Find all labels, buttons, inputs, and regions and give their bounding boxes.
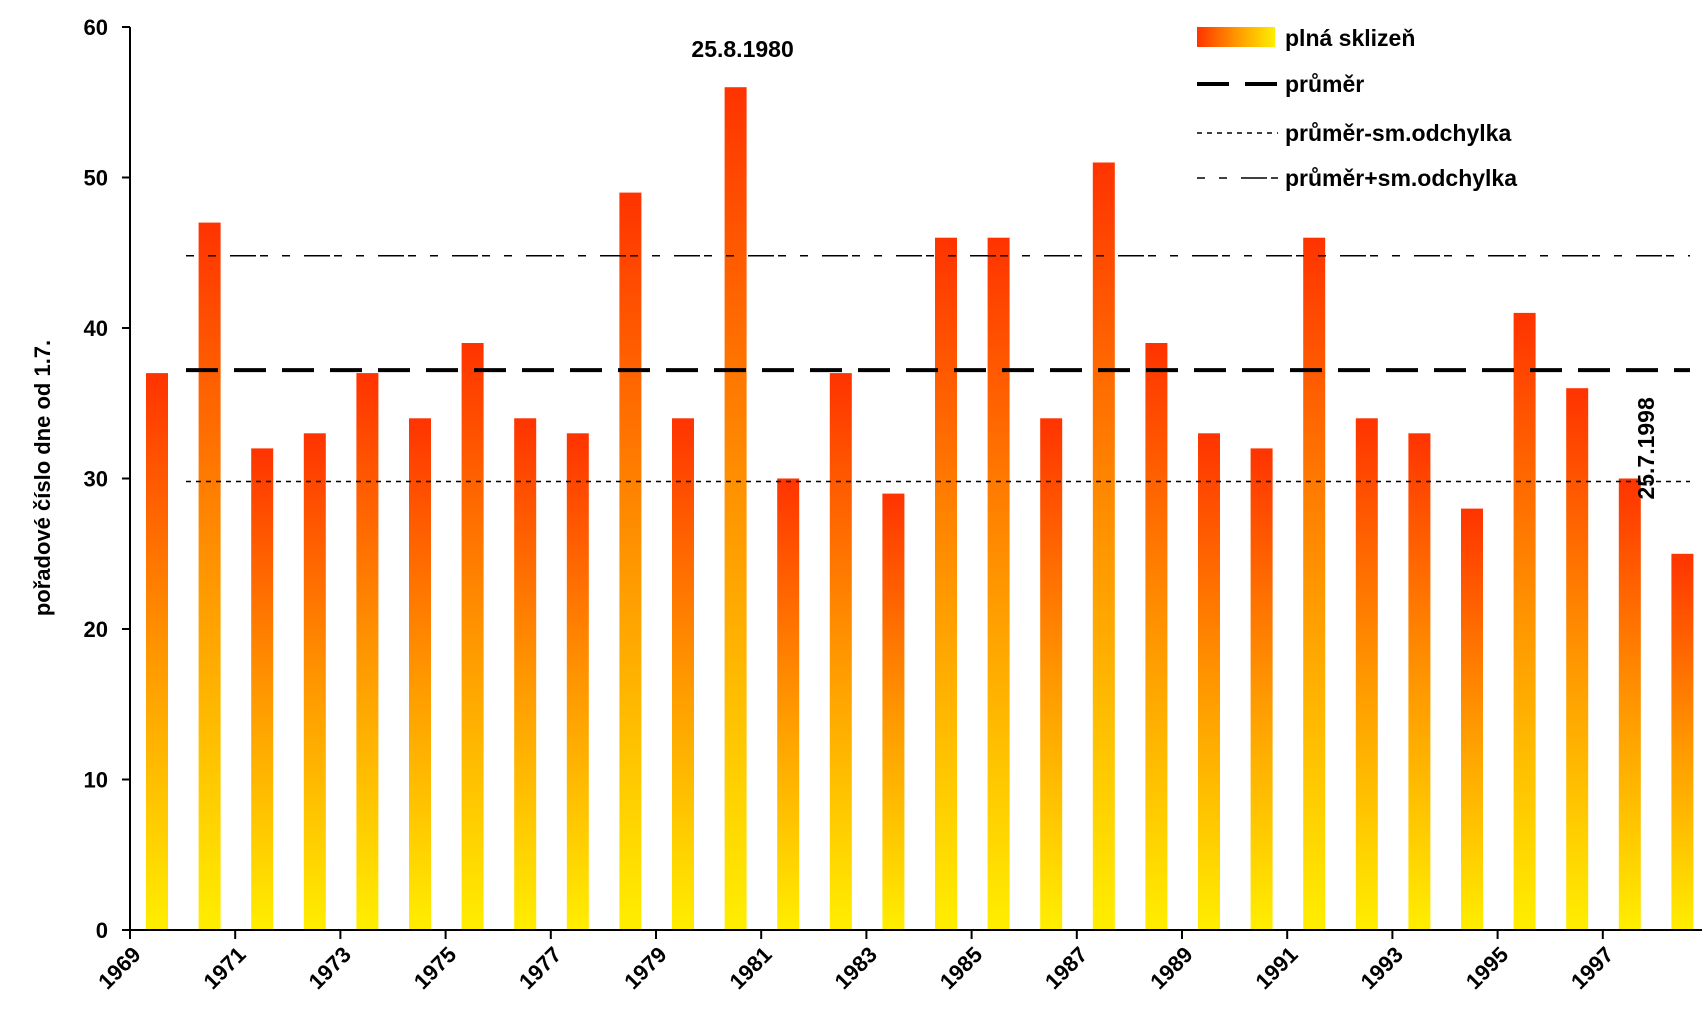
bar-1992 [1303, 237, 1326, 930]
bar-1976 [461, 343, 484, 930]
bar-1993 [1355, 418, 1378, 930]
bar-1989 [1145, 343, 1168, 930]
x-tick-label: 1977 [514, 942, 566, 994]
y-axis-title: pořadové číslo dne od 1.7. [30, 340, 55, 616]
bar-1990 [1198, 433, 1220, 930]
bar-1991 [1250, 448, 1273, 930]
y-tick-label: 0 [96, 918, 108, 943]
bar-1973 [303, 433, 326, 930]
x-tick-label: 1975 [409, 942, 461, 994]
bars [146, 87, 1694, 931]
x-tick-label: 1983 [830, 942, 882, 994]
y-tick-label: 60 [84, 15, 108, 40]
bar-1978 [566, 433, 589, 930]
y-tick-label: 30 [84, 467, 108, 492]
x-tick-label: 1993 [1356, 942, 1408, 994]
y-tick-label: 50 [84, 166, 108, 191]
bar-1997 [1566, 388, 1589, 930]
x-tick-label: 1981 [724, 942, 776, 994]
legend-label-mean-minus-sd: průměr-sm.odchylka [1285, 120, 1511, 146]
bar-1972 [251, 448, 274, 930]
x-tick-label: 1995 [1461, 942, 1513, 994]
bar-1996 [1513, 312, 1536, 930]
annotation-0: 25.8.1980 [691, 36, 793, 62]
annotations: 25.8.1980 25.7.1998 [691, 36, 1658, 499]
bar-undefined [1671, 553, 1694, 931]
annotation-1: 25.7.1998 [1633, 397, 1659, 500]
bar-1987 [1040, 418, 1063, 930]
bar-1988 [1092, 162, 1115, 930]
bar-1984 [882, 493, 905, 930]
bar-1981 [724, 87, 747, 930]
y-ticks: 0 10 20 30 40 50 60 [84, 15, 130, 943]
bar-1995 [1461, 508, 1483, 930]
legend-label-mean-plus-sd: průměr+sm.odchylka [1285, 165, 1517, 191]
bar-1980 [672, 418, 694, 930]
x-tick-label: 1985 [935, 942, 987, 994]
legend-label-bars: plná sklizeň [1285, 25, 1415, 51]
x-tick-label: 1973 [304, 942, 356, 994]
bar-1998 [1618, 478, 1641, 930]
x-tick-label: 1997 [1566, 942, 1618, 994]
bar-1971 [198, 222, 221, 931]
bar-1975 [409, 418, 431, 930]
legend-swatch-bars [1197, 27, 1275, 47]
bar-1979 [619, 192, 642, 931]
bar-1985 [935, 237, 957, 930]
x-tick-label: 1989 [1145, 942, 1197, 994]
y-tick-label: 40 [84, 316, 108, 341]
bar-1982 [777, 478, 800, 930]
x-tick-label: 1969 [93, 942, 145, 994]
x-tick-label: 1971 [198, 942, 250, 994]
bar-1974 [356, 373, 379, 931]
x-tick-label: 1979 [619, 942, 671, 994]
x-tick-label: 1987 [1040, 942, 1092, 994]
reference-lines [186, 255, 1690, 483]
x-tick-label: 1991 [1250, 942, 1302, 994]
bar-1970 [146, 373, 168, 931]
bar-1983 [829, 373, 852, 931]
legend: plná sklizeň průměr průměr-sm.odchylka p… [1197, 25, 1517, 191]
bar-1994 [1408, 433, 1431, 930]
bar-1986 [987, 237, 1010, 930]
bar-1977 [514, 418, 537, 930]
x-ticks: 1969 1971 1973 1975 1977 1979 1981 1983 1985 1987… [93, 930, 1618, 994]
legend-label-mean: průměr [1285, 71, 1364, 97]
y-tick-label: 20 [84, 617, 108, 642]
y-tick-label: 10 [84, 768, 108, 793]
